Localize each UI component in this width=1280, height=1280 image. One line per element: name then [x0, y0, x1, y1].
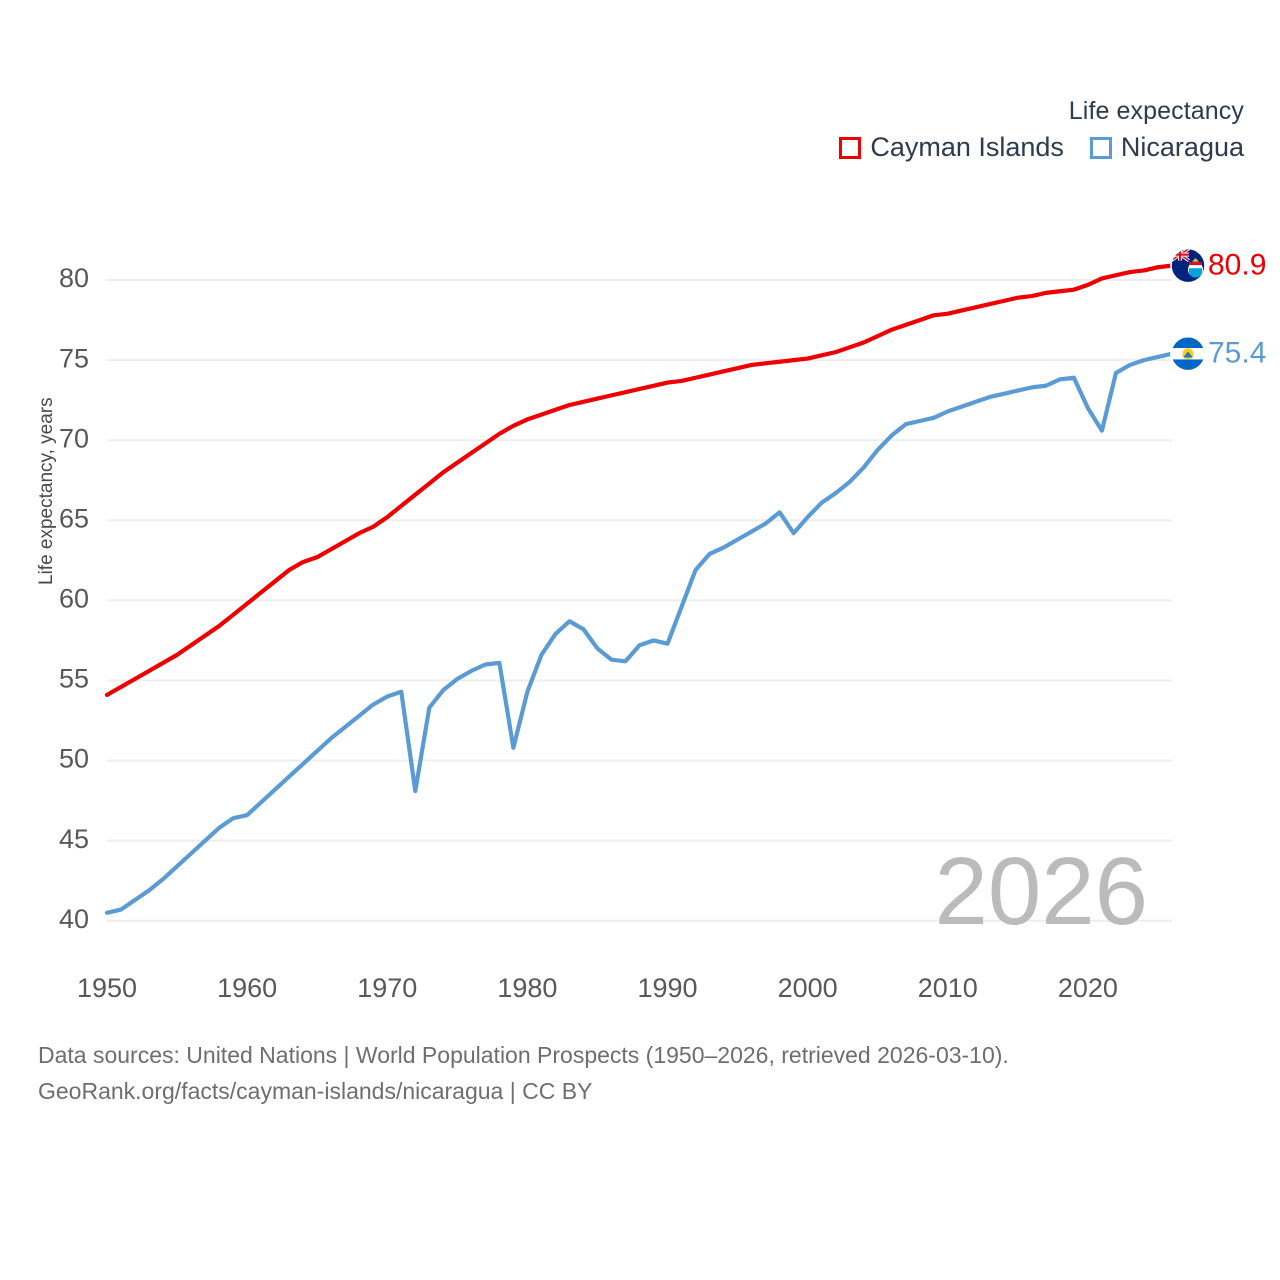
footer-attribution: GeoRank.org/facts/cayman-islands/nicarag… — [38, 1077, 593, 1104]
legend-label-cayman-islands: Cayman Islands — [870, 132, 1064, 162]
y-tick-70: 70 — [59, 423, 89, 453]
x-tick-1980: 1980 — [497, 973, 557, 1003]
x-tick-1960: 1960 — [217, 973, 277, 1003]
legend-item-cayman-islands[interactable]: Cayman Islands — [839, 134, 1064, 161]
x-tick-1990: 1990 — [637, 973, 697, 1003]
legend-swatch-cayman-islands-icon — [839, 136, 862, 159]
x-tick-2000: 2000 — [778, 973, 838, 1003]
y-tick-75: 75 — [59, 343, 89, 373]
chart-legend: Life expectancy Cayman Islands Nicaragua — [839, 96, 1244, 161]
legend-label-nicaragua: Nicaragua — [1120, 132, 1244, 162]
year-watermark: 2026 — [934, 838, 1148, 945]
x-axis-tick-labels: 1950 1960 1970 1980 1990 2000 2010 2020 — [77, 973, 1118, 1003]
y-tick-45: 45 — [59, 824, 89, 854]
series-line-nicaragua — [104, 351, 1175, 915]
legend-items: Cayman Islands Nicaragua — [839, 134, 1244, 161]
gridlines — [107, 279, 1172, 922]
legend-item-nicaragua[interactable]: Nicaragua — [1089, 132, 1244, 162]
footer-data-sources: Data sources: United Nations | World Pop… — [38, 1042, 1009, 1068]
legend-title: Life expectancy — [1068, 97, 1244, 125]
y-axis-title: Life expectancy, years — [36, 397, 57, 585]
flag-nicaragua-icon — [1170, 335, 1206, 372]
end-label-nicaragua: 75.4 — [1208, 337, 1266, 370]
y-tick-40: 40 — [59, 904, 89, 934]
x-tick-2020: 2020 — [1058, 973, 1118, 1003]
x-tick-2010: 2010 — [918, 973, 978, 1003]
y-axis-tick-labels: 40 45 50 55 60 65 70 75 80 — [59, 263, 89, 934]
x-tick-1950: 1950 — [77, 973, 137, 1003]
y-tick-50: 50 — [59, 744, 89, 774]
y-tick-65: 65 — [59, 503, 89, 533]
y-tick-60: 60 — [59, 584, 89, 614]
chart-footer: Data sources: United Nations | World Pop… — [38, 1038, 1238, 1109]
y-tick-55: 55 — [59, 664, 89, 694]
x-tick-1970: 1970 — [357, 973, 417, 1003]
series-line-cayman-islands — [104, 263, 1175, 698]
flag-cayman-islands-icon — [1170, 247, 1206, 284]
y-tick-80: 80 — [59, 263, 89, 293]
legend-swatch-nicaragua-icon — [1089, 136, 1112, 159]
end-label-cayman-islands: 80.9 — [1208, 249, 1266, 282]
